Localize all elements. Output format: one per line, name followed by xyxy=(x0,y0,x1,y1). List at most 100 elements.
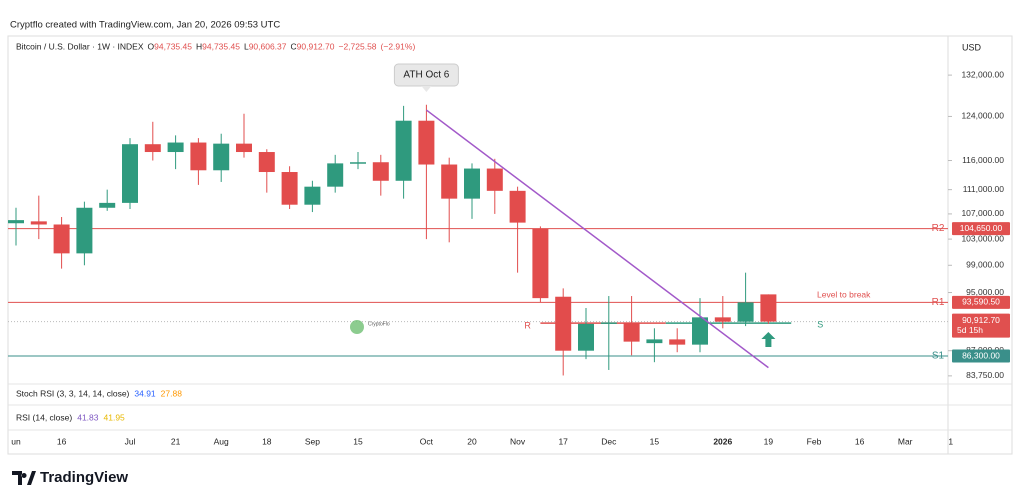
attribution: Cryptflo created with TradingView.com, J… xyxy=(10,20,280,31)
last-price-label: 90,912.70 xyxy=(962,315,1000,325)
x-tick-label: 2026 xyxy=(713,436,732,446)
y-tick-label: 95,000.00 xyxy=(966,287,1004,297)
level-label: 93,590.50 xyxy=(962,297,1000,307)
candle-body xyxy=(509,190,526,223)
callout-text: ATH Oct 6 xyxy=(403,70,449,81)
frame xyxy=(7,35,1013,455)
x-tick-label: Aug xyxy=(214,436,229,446)
price-change: (−2.91%) xyxy=(381,41,416,51)
x-tick-label: Feb xyxy=(807,436,822,446)
y-tick-label: 132,000.00 xyxy=(961,69,1004,79)
candle-body xyxy=(372,162,389,181)
price-change: −2,725.58 xyxy=(338,41,376,51)
candle-body xyxy=(737,302,754,322)
level-annotation: Level to break xyxy=(817,290,871,300)
x-tick-label: 16 xyxy=(855,436,865,446)
x-tick-label: Nov xyxy=(510,436,526,446)
ohlc-value: 90,912.70 xyxy=(297,41,335,51)
candle-body xyxy=(623,322,640,342)
candle-body xyxy=(760,294,777,322)
symbol: Bitcoin / U.S. Dollar · 1W · INDEX xyxy=(16,41,144,51)
trendline xyxy=(425,109,769,369)
x-tick-label: 17 xyxy=(558,436,568,446)
level-box xyxy=(952,295,1010,309)
level-name: R2 xyxy=(932,223,945,234)
watermark: CryptoFlo xyxy=(368,321,390,327)
candle-body xyxy=(669,339,686,345)
candle-body xyxy=(441,164,458,199)
candle-body xyxy=(692,317,708,345)
candle-body xyxy=(167,142,184,153)
level-label: 86,300.00 xyxy=(962,350,1000,360)
up-arrow xyxy=(761,332,776,347)
x-tick-label: 18 xyxy=(262,436,272,446)
y-tick-label: 124,000.00 xyxy=(961,111,1004,121)
x-tick-label: Oct xyxy=(420,436,434,446)
candle-body xyxy=(281,172,298,205)
y-tick-label: 103,000.00 xyxy=(961,233,1004,243)
candle-body xyxy=(53,224,70,254)
x-tick-label: 1 xyxy=(948,436,953,446)
level-name: S1 xyxy=(932,351,945,362)
x-tick-label: 21 xyxy=(171,436,181,446)
zone-label: R xyxy=(524,321,531,331)
watermark-icon xyxy=(350,320,364,334)
brand-logo xyxy=(12,471,36,485)
candle-body xyxy=(418,120,435,165)
countdown: 5d 15h xyxy=(957,325,983,335)
brand-name: TradingView xyxy=(40,469,128,486)
candle-body xyxy=(532,228,549,299)
y-tick-label: 111,000.00 xyxy=(963,184,1005,194)
ohlc-prefix: H xyxy=(196,41,202,51)
indicator-name: RSI (14, close) xyxy=(16,412,72,422)
ohlc-prefix: L xyxy=(244,41,249,51)
callout-pointer xyxy=(421,86,432,92)
level-name: R1 xyxy=(932,297,945,308)
x-tick-label: Mar xyxy=(898,436,913,446)
indicator-value: 41.83 xyxy=(77,412,99,422)
level-box xyxy=(952,349,1010,363)
level-label: 104,650.00 xyxy=(960,223,1003,233)
candle-body xyxy=(714,317,731,322)
y-tick-label: 107,000.00 xyxy=(961,208,1004,218)
candle-body xyxy=(213,143,230,171)
candle-body xyxy=(76,207,93,254)
candle-body xyxy=(600,322,617,324)
candle-body xyxy=(486,168,503,191)
x-tick-label: Dec xyxy=(601,436,617,446)
candle-body xyxy=(30,221,47,225)
y-tick-label: 116,000.00 xyxy=(962,155,1004,165)
x-tick-label: Jul xyxy=(125,436,136,446)
ohlc-prefix: O xyxy=(148,41,155,51)
x-tick-label: 15 xyxy=(353,436,363,446)
last-price-box xyxy=(952,313,1010,338)
candle-body xyxy=(258,152,275,173)
candle-body xyxy=(578,323,594,351)
x-tick-label: 20 xyxy=(467,436,477,446)
candle-body xyxy=(395,120,412,181)
ohlc-value: 94,735.45 xyxy=(202,41,240,51)
candle-body xyxy=(646,339,663,344)
candle-body xyxy=(8,220,24,224)
candle-body xyxy=(304,186,321,205)
candle-body xyxy=(464,168,480,199)
zone-label: S xyxy=(817,320,823,330)
x-tick-label: 19 xyxy=(764,436,774,446)
indicator-value: 27.88 xyxy=(161,388,183,398)
currency: USD xyxy=(962,42,982,52)
indicator-value: 34.91 xyxy=(134,388,156,398)
candle-body xyxy=(327,163,344,187)
y-tick-label: 99,000.00 xyxy=(966,260,1004,270)
candle-body xyxy=(350,162,366,164)
candle-body xyxy=(190,142,207,171)
level-box xyxy=(952,222,1010,236)
x-tick-label: un xyxy=(11,436,21,446)
candle-body xyxy=(122,144,138,203)
candle-body xyxy=(555,296,572,351)
x-tick-label: 15 xyxy=(650,436,660,446)
x-tick-label: Sep xyxy=(305,436,320,446)
ohlc-prefix: C xyxy=(291,41,297,51)
y-tick-label: 83,750.00 xyxy=(966,370,1004,380)
